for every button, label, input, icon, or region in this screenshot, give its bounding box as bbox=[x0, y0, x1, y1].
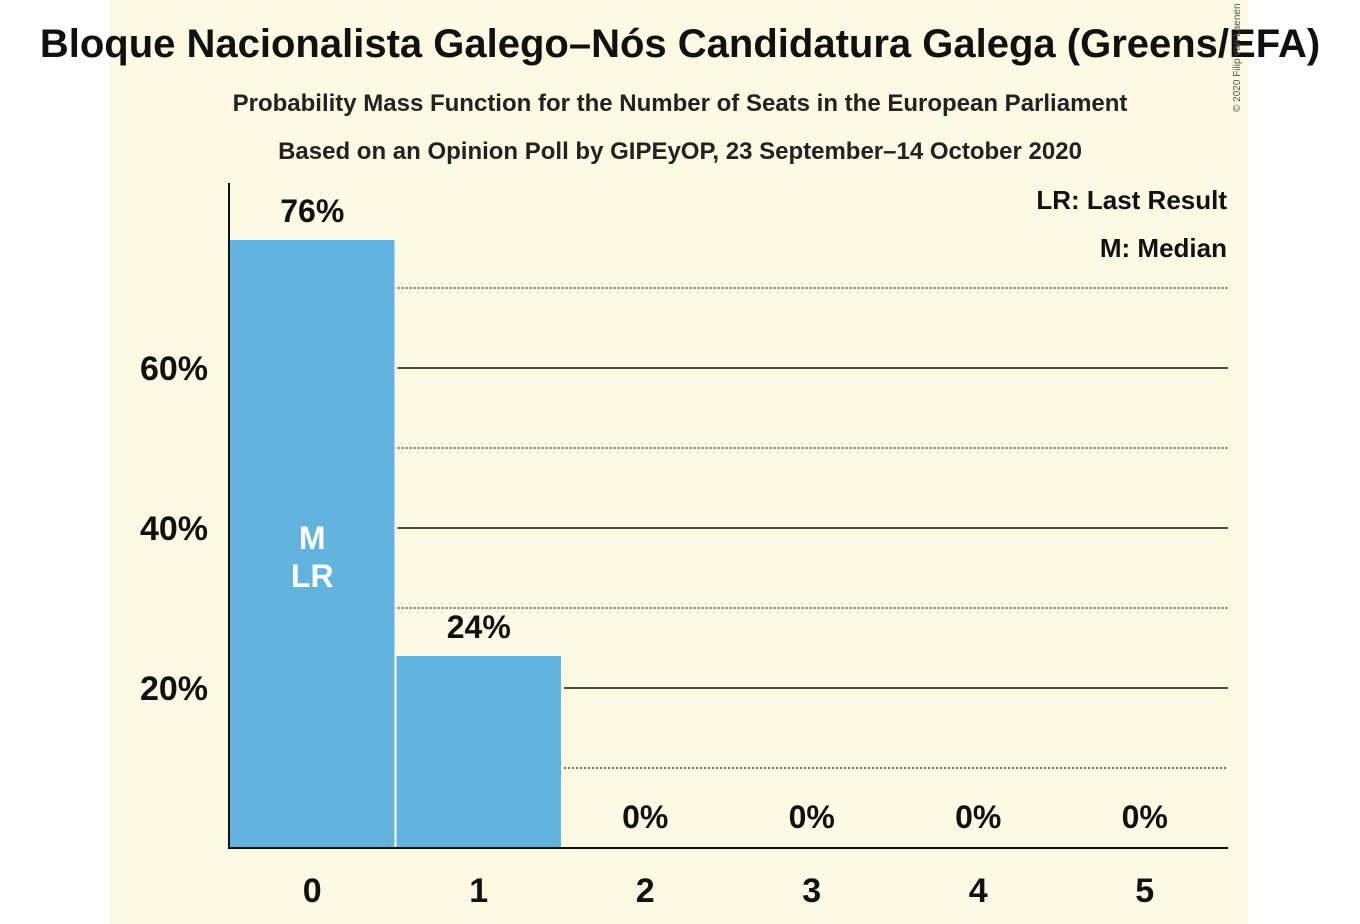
chart-source-subtitle: Based on an Opinion Poll by GIPEyOP, 23 … bbox=[278, 138, 1082, 165]
median-marker: M bbox=[299, 520, 326, 556]
x-tick-label: 3 bbox=[802, 872, 821, 910]
bar-value-label: 76% bbox=[280, 193, 344, 229]
y-tick-label: 40% bbox=[140, 510, 208, 548]
bar bbox=[230, 240, 395, 848]
value-labels: 76% 24% 0% 0% 0% 0% MLR bbox=[280, 193, 1168, 835]
x-tick-label: 2 bbox=[636, 872, 655, 910]
x-tick-label: 5 bbox=[1135, 872, 1154, 910]
bars bbox=[230, 240, 561, 848]
bar-value-label: 0% bbox=[1122, 799, 1168, 835]
bar-value-label: 24% bbox=[447, 609, 511, 645]
bar bbox=[396, 656, 561, 848]
bar-value-label: 0% bbox=[789, 799, 835, 835]
y-tick-label: 20% bbox=[140, 670, 208, 708]
last-result-marker: LR bbox=[291, 558, 334, 594]
gridlines bbox=[397, 287, 1228, 769]
axes: 20% 40% 60% 0 1 2 3 4 5 bbox=[140, 183, 1228, 910]
bar-value-label: 0% bbox=[955, 799, 1001, 835]
x-tick-label: 4 bbox=[969, 872, 988, 910]
x-tick-label: 1 bbox=[469, 872, 488, 910]
bar-value-label: 0% bbox=[622, 799, 668, 835]
legend-last-result: LR: Last Result bbox=[1036, 185, 1227, 215]
chart-title: Bloque Nacionalista Galego–Nós Candidatu… bbox=[39, 22, 1321, 66]
x-tick-label: 0 bbox=[303, 872, 322, 910]
chart-subtitle: Probability Mass Function for the Number… bbox=[232, 90, 1128, 117]
y-tick-label: 60% bbox=[140, 350, 208, 388]
legend-median: M: Median bbox=[1100, 233, 1227, 263]
